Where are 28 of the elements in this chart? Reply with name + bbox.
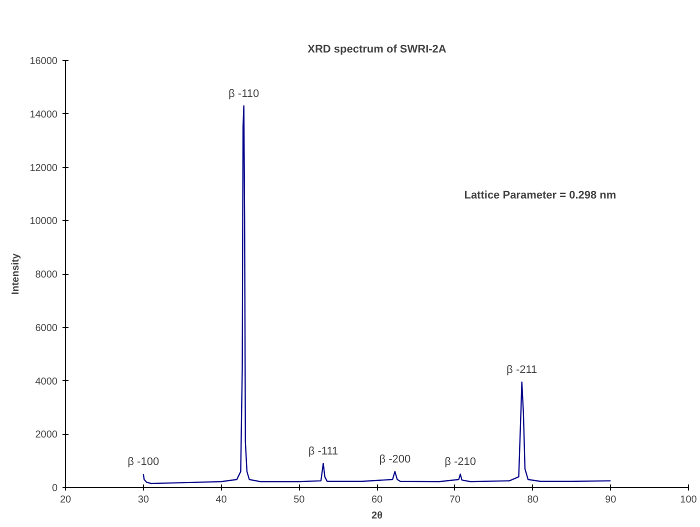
annotation: β -210	[444, 456, 476, 468]
y-tick-label: 12000	[30, 162, 58, 174]
x-tick-label: 30	[138, 494, 150, 506]
annotation: Lattice Parameter = 0.298 nm	[464, 189, 616, 202]
y-axis-title: Intensity	[10, 253, 22, 295]
x-tick-label: 60	[371, 494, 383, 506]
y-tick-label: 6000	[35, 322, 58, 334]
x-tick-label: 90	[605, 494, 617, 506]
y-tick-label: 14000	[30, 109, 58, 120]
chart-title: XRD spectrum of SWRI-2A	[308, 44, 446, 56]
x-tick-label: 70	[449, 494, 461, 506]
y-tick-label: 8000	[35, 270, 58, 280]
y-tick-label: 4000	[35, 376, 58, 388]
x-tick-label: 100	[680, 494, 698, 506]
x-axis-title: 2θ	[372, 510, 382, 522]
x-tick-label: 20	[60, 494, 72, 506]
annotation: β -211	[506, 364, 538, 376]
y-tick-label: 0	[52, 483, 58, 494]
annotation: β -200	[379, 453, 411, 466]
annotation: β -111	[308, 445, 338, 458]
y-tick-label: 16000	[30, 56, 58, 67]
y-tick-label: 2000	[35, 430, 58, 441]
x-tick-label: 40	[216, 494, 228, 506]
annotation: β -110	[228, 88, 260, 100]
x-tick-label: 80	[527, 494, 539, 506]
y-tick-label: 10000	[30, 216, 58, 228]
annotation: β -100	[128, 456, 160, 468]
x-tick-label: 50	[294, 494, 306, 506]
